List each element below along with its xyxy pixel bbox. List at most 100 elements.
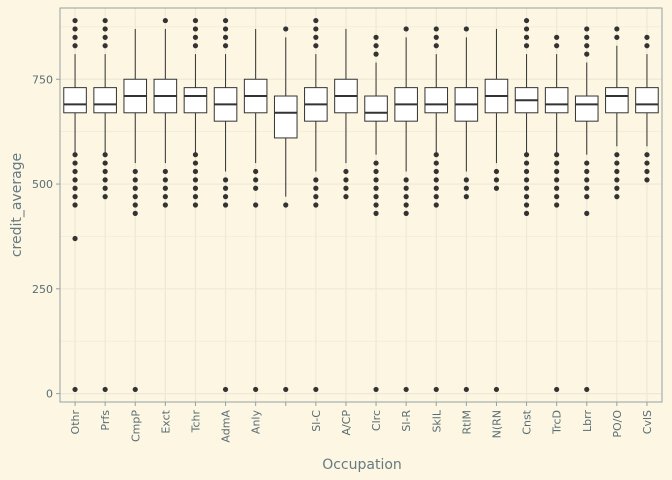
x-tick-label: CvlS	[641, 410, 654, 434]
outlier-point	[554, 160, 560, 166]
outlier-point	[162, 168, 168, 175]
box-18	[574, 26, 599, 393]
outlier-point	[253, 386, 259, 393]
outlier-point	[313, 202, 319, 208]
outlier-point	[102, 168, 108, 175]
box-body	[93, 87, 117, 114]
outlier-point	[102, 34, 108, 40]
outlier-point	[584, 51, 590, 57]
x-tick-label: Exct	[159, 409, 172, 433]
outlier-point	[554, 194, 560, 200]
x-tick-label: Anly	[250, 410, 263, 435]
outlier-point	[523, 210, 530, 216]
outlier-point	[192, 202, 199, 208]
outlier-point	[463, 26, 469, 32]
y-axis-title: credit_average	[9, 153, 25, 257]
outlier-point	[433, 185, 439, 191]
outlier-point	[584, 210, 590, 216]
box-1	[63, 17, 87, 393]
outlier-point	[373, 202, 379, 208]
outlier-point	[403, 26, 409, 32]
outlier-point	[72, 152, 78, 158]
outlier-point	[222, 202, 229, 208]
outlier-point	[493, 185, 500, 191]
outlier-point	[313, 26, 319, 32]
outlier-point	[614, 185, 620, 191]
box-10	[334, 28, 358, 200]
outlier-point	[403, 194, 409, 200]
outlier-point	[373, 210, 379, 216]
outlier-point	[523, 34, 530, 40]
outlier-point	[192, 43, 199, 49]
box-7	[243, 28, 268, 393]
box-2	[93, 17, 117, 393]
outlier-point	[523, 160, 530, 166]
box-12	[394, 26, 418, 393]
outlier-point	[554, 34, 560, 40]
boxes-layer	[63, 17, 659, 393]
outlier-point	[192, 194, 199, 200]
outlier-point	[343, 177, 349, 183]
x-tick-label: PO/O	[611, 410, 624, 438]
outlier-point	[584, 34, 590, 40]
box-body	[183, 87, 208, 114]
x-tick-label: Prfs	[99, 410, 112, 431]
outlier-point	[253, 177, 259, 183]
x-tick-label: TrcD	[551, 410, 564, 435]
x-tick-label: Sl-C	[310, 410, 323, 432]
outlier-point	[373, 386, 379, 393]
x-tick-label: Lbrr	[581, 410, 594, 432]
outlier-point	[222, 194, 229, 200]
outlier-point	[554, 177, 560, 183]
box-20	[635, 34, 659, 183]
outlier-point	[403, 386, 409, 393]
outlier-point	[584, 194, 590, 200]
outlier-point	[132, 168, 138, 175]
outlier-point	[102, 177, 108, 183]
outlier-point	[644, 177, 650, 183]
outlier-point	[102, 386, 108, 393]
outlier-point	[102, 26, 108, 32]
outlier-point	[614, 177, 620, 183]
outlier-point	[132, 185, 138, 191]
outlier-point	[433, 152, 439, 158]
box-11	[364, 34, 388, 393]
outlier-point	[162, 185, 168, 191]
outlier-point	[523, 177, 530, 183]
outlier-point	[162, 17, 168, 24]
outlier-point	[463, 185, 469, 191]
outlier-point	[523, 185, 530, 191]
box-body	[635, 87, 659, 114]
outlier-point	[313, 43, 319, 49]
outlier-point	[373, 43, 379, 49]
x-axis-title: Occupation	[322, 457, 402, 473]
outlier-point	[373, 194, 379, 200]
outlier-point	[644, 152, 650, 158]
outlier-point	[644, 43, 650, 49]
x-tick-label: RtlM	[460, 410, 473, 435]
outlier-point	[554, 386, 560, 393]
outlier-point	[614, 194, 620, 200]
outlier-point	[313, 34, 319, 40]
outlier-point	[192, 26, 199, 32]
outlier-point	[584, 177, 590, 183]
outlier-point	[222, 17, 229, 24]
outlier-point	[403, 177, 409, 183]
outlier-point	[192, 185, 199, 191]
outlier-point	[373, 185, 379, 191]
outlier-point	[72, 386, 78, 393]
outlier-point	[644, 160, 650, 166]
outlier-point	[373, 34, 379, 40]
outlier-point	[162, 177, 168, 183]
outlier-point	[433, 194, 439, 200]
outlier-point	[132, 210, 138, 216]
outlier-point	[253, 168, 259, 175]
box-6	[213, 17, 238, 393]
outlier-point	[554, 202, 560, 208]
outlier-point	[433, 43, 439, 49]
outlier-point	[132, 177, 138, 183]
outlier-point	[72, 160, 78, 166]
x-tick-label: Clrc	[370, 410, 383, 431]
outlier-point	[192, 168, 199, 175]
